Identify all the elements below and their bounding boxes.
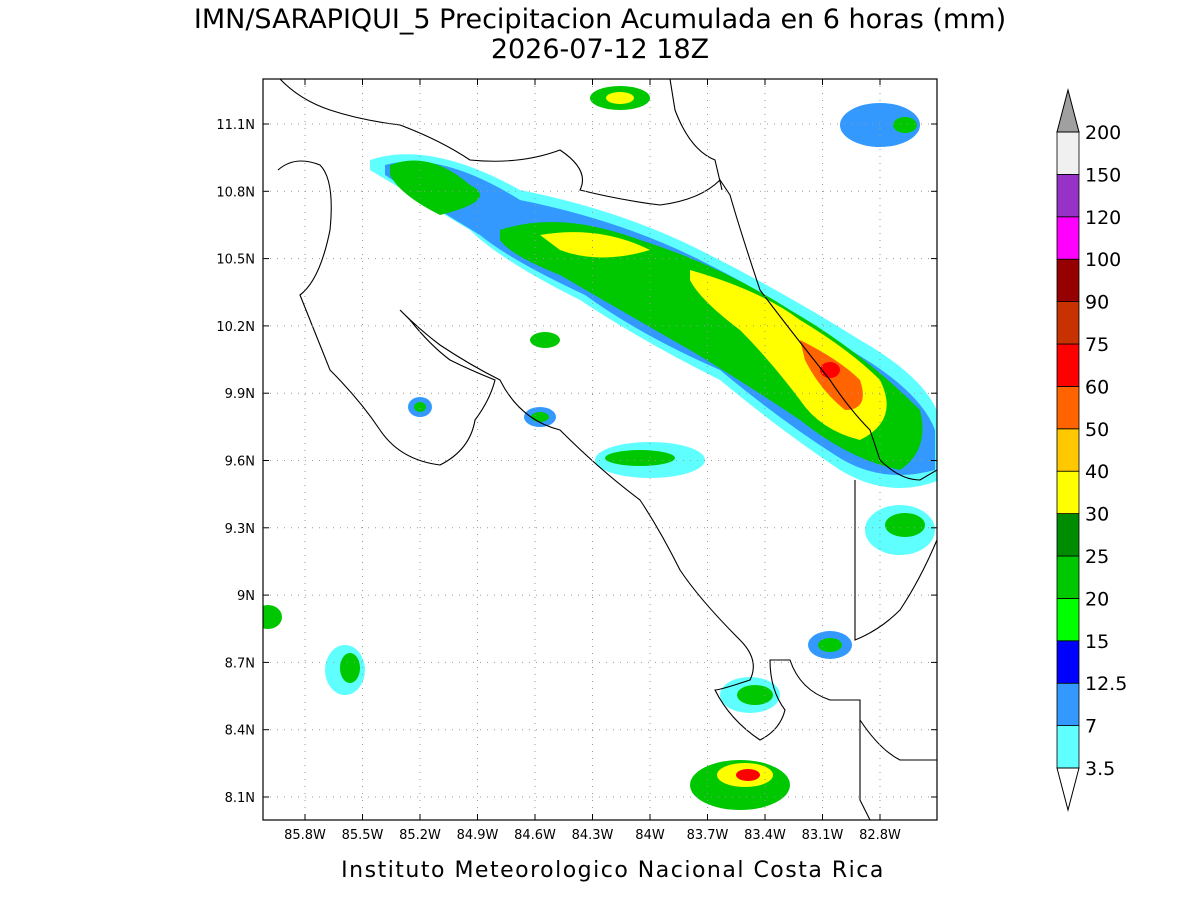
lon-tick-label: 82.8W [859, 828, 901, 843]
lon-tick-label: 83.4W [744, 828, 786, 843]
lon-tick-label: 84.3W [572, 828, 614, 843]
colorbar-label: 100 [1085, 249, 1121, 271]
lat-tick-label: 9.6N [225, 455, 255, 470]
precip-band [263, 86, 937, 810]
axis-ticks: 11.1N 10.8N 10.5N 10.2N 9.9N 9.6N 9.3N 9N 8.7N 8.… [216, 79, 937, 843]
map-frame [262, 78, 938, 821]
colorbar-label: 60 [1085, 376, 1109, 398]
colorbar-label: 75 [1085, 334, 1109, 356]
lat-tick-label: 8.4N [225, 724, 255, 739]
lat-tick-label: 10.8N [216, 185, 255, 200]
colorbar-box [1056, 385, 1080, 430]
colorbar-box [1056, 682, 1080, 727]
colorbar-label: 120 [1085, 207, 1121, 229]
lon-tick-label: 85.5W [342, 828, 384, 843]
colorbar-label: 200 [1085, 122, 1121, 144]
colorbar-box [1056, 216, 1080, 260]
colorbar-label: 50 [1085, 419, 1109, 441]
lat-tick-label: 9.3N [225, 522, 255, 537]
colorbar-label: 90 [1085, 292, 1109, 314]
colorbar-box [1056, 343, 1080, 387]
colorbar-box [1056, 598, 1080, 642]
border [854, 480, 937, 641]
coastline [277, 160, 871, 820]
lat-tick-label: 10.2N [216, 320, 255, 335]
colorbar-box [1056, 428, 1080, 472]
lon-tick-label: 83.1W [802, 828, 844, 843]
colorbar-label: 20 [1085, 588, 1109, 610]
colorbar-box [1056, 725, 1080, 769]
colorbar-box [1056, 555, 1080, 599]
lon-tick-label: 84.9W [457, 828, 499, 843]
colorbar-box [1056, 470, 1080, 515]
colorbar-label: 25 [1085, 546, 1109, 568]
footer: Instituto Meteorologico Nacional Costa R… [341, 858, 885, 883]
colorbar-box [1056, 258, 1080, 303]
colorbar-box [1056, 513, 1080, 557]
lon-tick-label: 85.2W [399, 828, 441, 843]
colorbar-box [1056, 640, 1080, 684]
precip-field [263, 79, 937, 820]
colorbar-label: 3.5 [1085, 758, 1115, 780]
colorbar-label: 7 [1085, 716, 1097, 738]
colorbar-label: 40 [1085, 461, 1109, 483]
title: IMN/SARAPIQUI_5 Precipitacion Acumulada … [194, 4, 1006, 35]
lat-tick-label: 10.5N [216, 253, 255, 268]
coastline [669, 79, 723, 191]
subtitle: 2026-07-12 18Z [491, 34, 709, 65]
colorbar-box [1056, 301, 1080, 345]
lat-tick-label: 8.7N [225, 656, 255, 671]
lat-tick-label: 9N [237, 589, 255, 604]
colorbar-over [1056, 88, 1080, 133]
lon-tick-label: 84W [635, 828, 665, 843]
colorbar-box [1056, 173, 1080, 218]
lon-tick-label: 83.7W [687, 828, 729, 843]
lat-tick-label: 9.9N [225, 387, 255, 402]
colorbar-under [1056, 767, 1080, 812]
colorbar-label: 30 [1085, 504, 1109, 526]
lat-tick-label: 11.1N [216, 118, 255, 133]
colorbar-label: 15 [1085, 631, 1109, 653]
lat-tick-label: 8.1N [225, 791, 255, 806]
coastline [279, 79, 937, 481]
border [859, 719, 937, 761]
lon-tick-label: 85.8W [284, 828, 326, 843]
colorbar-label: 12.5 [1085, 673, 1127, 695]
lon-tick-label: 84.6W [514, 828, 556, 843]
colorbar-box [1056, 131, 1080, 175]
colorbar-label: 150 [1085, 164, 1121, 186]
colorbar: 3.5 7 12.5 15 20 25 30 40 50 60 75 90 100 120 150 200 [1056, 88, 1127, 812]
